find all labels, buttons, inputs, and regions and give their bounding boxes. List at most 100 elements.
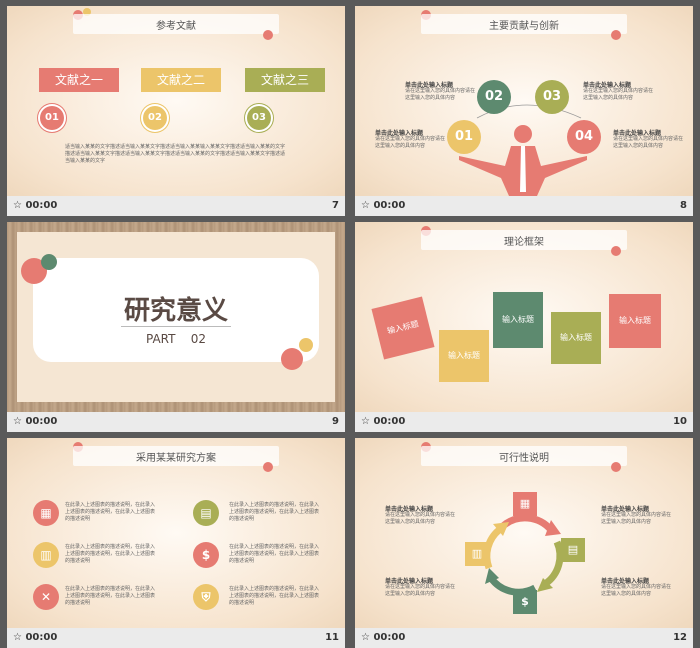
footer-time: ☆ 00:00	[13, 632, 58, 643]
flower-decoration	[83, 8, 91, 16]
money-icon: $	[513, 590, 537, 614]
section-title: 研究意义	[123, 296, 228, 326]
slide-thumbnail-11[interactable]: 采用某某研究方案 ▦ 在此录入上述图表的描述说明，在此录入上述图表的描述说明，在…	[7, 438, 345, 648]
slide-footer: ☆ 00:00 8	[355, 196, 693, 216]
label-right-top: 单击此处输入标题	[583, 82, 632, 89]
part-label: PART 02	[146, 332, 206, 346]
slide-footer: ☆ 00:00 7	[7, 196, 345, 216]
tools-icon: ✕	[33, 584, 59, 610]
person-holding-circles-illustration	[459, 104, 587, 196]
desc-left-top: 请在这里输入您的具体内容请在这里输入您的具体内容	[405, 88, 476, 101]
flower-decoration	[611, 30, 621, 40]
document-search-icon: ▤	[561, 538, 585, 562]
slide-title-banner: 可行性说明	[421, 446, 627, 466]
slide-footer: ☆ 00:00 11	[7, 628, 345, 648]
slide-number: 9	[332, 416, 339, 427]
number-circle-1: 01	[40, 106, 64, 130]
label-right-bottom: 单击此处输入标题	[613, 130, 662, 137]
flower-decoration	[263, 462, 273, 472]
footer-time: ☆ 00:00	[13, 416, 58, 427]
slide-number: 10	[673, 416, 687, 427]
coins-icon: ▥	[465, 542, 489, 566]
flower-decoration	[263, 30, 273, 40]
label-left-top: 单击此处输入标题	[405, 82, 454, 89]
slide-title: 主要贡献与创新	[489, 21, 559, 32]
slide-canvas: 理论框架 输入标题 输入标题 输入标题 输入标题 输入标题	[355, 222, 693, 412]
desc-right-top: 请在这里输入您的具体内容请在这里输入您的具体内容	[583, 88, 654, 101]
number-circle-1: 01	[447, 120, 481, 154]
slide-footer: ☆ 00:00 12	[355, 628, 693, 648]
footer-time: ☆ 00:00	[13, 200, 58, 211]
desc-left-top: 请在这里输入您的具体内容请在这里输入您的具体内容	[385, 512, 456, 525]
building-icon: ▦	[513, 492, 537, 516]
slide-thumbnail-7[interactable]: 参考文献 文献之一 文献之二 文献之三 01 02 03 适当输入某某的文字描述…	[7, 6, 345, 216]
label-left-bottom: 单击此处输入标题	[375, 130, 424, 137]
document-icon: ▤	[193, 500, 219, 526]
desc-left-bottom: 请在这里输入您的具体内容请在这里输入您的具体内容	[385, 584, 456, 597]
money-icon: $	[193, 542, 219, 568]
label-right-bottom: 单击此处输入标题	[601, 578, 650, 585]
sticky-note-3: 输入标题	[493, 292, 543, 348]
slide-title-banner: 参考文献	[73, 14, 279, 34]
body-text: 适当输入某某的文字描述适当输入某某文字描述适当输入某某输入某某文字描述适当输入某…	[65, 144, 286, 164]
ref-box-3: 文献之三	[245, 68, 325, 92]
slide-title: 可行性说明	[499, 453, 549, 464]
slide-canvas: 可行性说明 单击此处输入标题 请在这里输入您的具体内容请在这里输入您的具体内容 …	[355, 438, 693, 628]
item-desc-1: 在此录入上述图表的描述说明，在此录入上述图表的描述说明，在此录入上述图表的描述说…	[65, 502, 156, 522]
label-left-top: 单击此处输入标题	[385, 506, 434, 513]
sticky-note-1: 输入标题	[371, 296, 435, 360]
slide-footer: ☆ 00:00 10	[355, 412, 693, 432]
sticky-note-4: 输入标题	[551, 312, 601, 364]
number-circle-3: 03	[535, 80, 569, 114]
number-circle-2: 02	[143, 106, 167, 130]
slide-title-banner: 主要贡献与创新	[421, 14, 627, 34]
slide-number: 8	[680, 200, 687, 211]
flower-decoration	[611, 246, 621, 256]
label-right-top: 单击此处输入标题	[601, 506, 650, 513]
slide-number: 7	[332, 200, 339, 211]
slide-canvas: 研究意义 PART 02	[7, 222, 345, 412]
flower-cluster	[281, 348, 303, 370]
flower-cluster	[41, 254, 57, 270]
sticky-note-2: 输入标题	[439, 330, 489, 382]
slide-title: 采用某某研究方案	[136, 453, 216, 464]
desc-right-bottom: 请在这里输入您的具体内容请在这里输入您的具体内容	[601, 584, 672, 597]
slide-canvas: 采用某某研究方案 ▦ 在此录入上述图表的描述说明，在此录入上述图表的描述说明，在…	[7, 438, 345, 628]
desc-right-bottom: 请在这里输入您的具体内容请在这里输入您的具体内容	[613, 136, 684, 149]
flower-decoration	[611, 462, 621, 472]
number-circle-2: 02	[477, 80, 511, 114]
slide-thumbnail-12[interactable]: 可行性说明 单击此处输入标题 请在这里输入您的具体内容请在这里输入您的具体内容 …	[355, 438, 693, 648]
slide-thumbnail-10[interactable]: 理论框架 输入标题 输入标题 输入标题 输入标题 输入标题 ☆ 00:00 10	[355, 222, 693, 432]
slide-canvas: 主要贡献与创新 单击此处输入标题 请在这里输入您的具体内容请在这里输入您的具体内…	[355, 6, 693, 196]
desc-left-bottom: 请在这里输入您的具体内容请在这里输入您的具体内容	[375, 136, 446, 149]
shield-icon: ⛨	[193, 584, 219, 610]
desc-right-top: 请在这里输入您的具体内容请在这里输入您的具体内容	[601, 512, 672, 525]
flower-cluster	[299, 338, 313, 352]
city-icon: ▥	[33, 542, 59, 568]
footer-time: ☆ 00:00	[361, 632, 406, 643]
slide-thumbnail-9[interactable]: 研究意义 PART 02 ☆ 00:00 9	[7, 222, 345, 432]
slide-title-banner: 理论框架	[421, 230, 627, 250]
number-circle-3: 03	[247, 106, 271, 130]
slide-canvas: 参考文献 文献之一 文献之二 文献之三 01 02 03 适当输入某某的文字描述…	[7, 6, 345, 196]
slide-title: 参考文献	[156, 21, 196, 32]
slide-thumbnail-8[interactable]: 主要贡献与创新 单击此处输入标题 请在这里输入您的具体内容请在这里输入您的具体内…	[355, 6, 693, 216]
slide-title: 理论框架	[504, 237, 544, 248]
footer-time: ☆ 00:00	[361, 200, 406, 211]
slide-number: 12	[673, 632, 687, 643]
title-panel	[33, 258, 319, 362]
buildings-icon: ▦	[33, 500, 59, 526]
item-desc-3: 在此录入上述图表的描述说明，在此录入上述图表的描述说明，在此录入上述图表的描述说…	[65, 586, 156, 606]
item-desc-6: 在此录入上述图表的描述说明，在此录入上述图表的描述说明，在此录入上述图表的描述说…	[229, 586, 320, 606]
slide-title-banner: 采用某某研究方案	[73, 446, 279, 466]
ref-box-1: 文献之一	[39, 68, 119, 92]
ref-box-2: 文献之二	[141, 68, 221, 92]
label-left-bottom: 单击此处输入标题	[385, 578, 434, 585]
title-divider	[121, 326, 231, 327]
slide-footer: ☆ 00:00 9	[7, 412, 345, 432]
sticky-note-5: 输入标题	[609, 294, 661, 348]
number-circle-4: 04	[567, 120, 601, 154]
item-desc-5: 在此录入上述图表的描述说明，在此录入上述图表的描述说明，在此录入上述图表的描述说…	[229, 544, 320, 564]
item-desc-2: 在此录入上述图表的描述说明，在此录入上述图表的描述说明，在此录入上述图表的描述说…	[65, 544, 156, 564]
slide-number: 11	[325, 632, 339, 643]
